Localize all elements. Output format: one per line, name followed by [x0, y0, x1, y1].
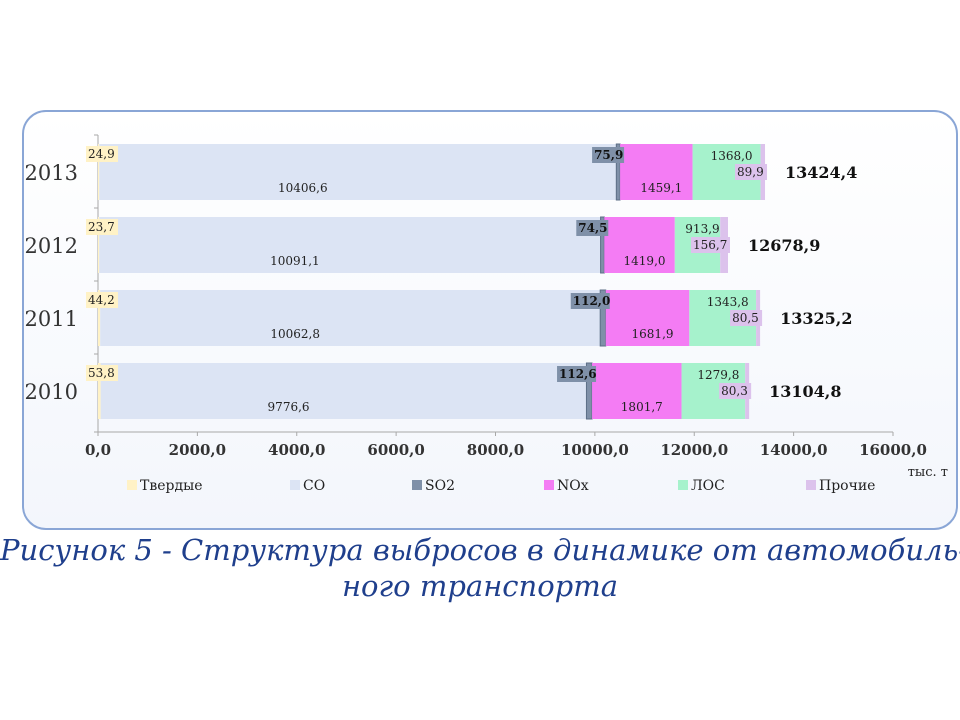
- bar-segment-co: [99, 217, 601, 273]
- data-label-bg: [576, 220, 609, 236]
- data-label-los: 1368,0: [711, 149, 753, 163]
- x-tick-label: 8000,0: [467, 441, 524, 459]
- bar-segment-твердые: [98, 144, 100, 200]
- data-label-bg: [86, 219, 118, 235]
- legend-swatch: [290, 480, 300, 490]
- bar-segment-nox: [605, 290, 690, 346]
- data-label-tverdye: 23,7: [88, 220, 115, 234]
- bar-segment-nox: [592, 363, 682, 419]
- caption-line-1: Рисунок 5 - Структура выбросов в динамик…: [0, 533, 960, 567]
- category-label: 2013: [25, 161, 78, 185]
- x-tick-label: 6000,0: [367, 441, 424, 459]
- data-label-so2: 74,5: [578, 221, 607, 235]
- bar-segment-co: [99, 144, 617, 200]
- total-label: 13325,2: [780, 309, 852, 328]
- data-label-nox: 1681,9: [632, 327, 674, 341]
- data-label-tverdye: 44,2: [88, 293, 115, 307]
- data-label-bg: [730, 310, 763, 326]
- legend-label: Прочие: [819, 478, 875, 494]
- data-label-co: 10406,6: [278, 181, 328, 195]
- data-label-bg: [86, 292, 118, 308]
- data-label-los: 913,9: [685, 222, 719, 236]
- x-tick-label: 14000,0: [760, 441, 828, 459]
- data-label-prochie: 80,5: [732, 311, 759, 325]
- total-label: 12678,9: [748, 236, 820, 255]
- data-label-so2: 75,9: [594, 148, 623, 162]
- total-label: 13104,8: [769, 382, 841, 401]
- legend-label: Твердые: [140, 478, 203, 494]
- data-label-los: 1279,8: [697, 368, 739, 382]
- data-label-prochie: 89,9: [737, 165, 764, 179]
- data-label-bg: [570, 293, 610, 309]
- data-label-nox: 1459,1: [640, 181, 682, 195]
- legend-swatch: [806, 480, 816, 490]
- data-label-bg: [592, 147, 625, 163]
- data-label-so2: 112,0: [573, 294, 611, 308]
- bar-segment-твердые: [98, 217, 100, 273]
- data-label-prochie: 156,7: [693, 238, 727, 252]
- legend-swatch: [544, 480, 554, 490]
- data-label-bg: [86, 365, 118, 381]
- bar-segment-nox: [604, 217, 675, 273]
- legend-swatch: [412, 480, 422, 490]
- x-tick-label: 0,0: [85, 441, 111, 459]
- data-label-tverdye: 24,9: [88, 147, 115, 161]
- x-tick-label: 16000,0: [859, 441, 927, 459]
- bar-segment-твердые: [98, 363, 101, 419]
- data-label-bg: [557, 366, 597, 382]
- data-label-bg: [86, 146, 118, 162]
- data-label-prochie: 80,3: [721, 384, 748, 398]
- legend-swatch: [127, 480, 137, 490]
- data-label-co: 9776,6: [268, 400, 310, 414]
- data-label-nox: 1419,0: [624, 254, 666, 268]
- bar-segment-co: [100, 290, 601, 346]
- data-label-nox: 1801,7: [621, 400, 663, 414]
- x-tick-label: 2000,0: [169, 441, 226, 459]
- x-tick-label: 10000,0: [561, 441, 629, 459]
- caption-line-2: ного транспорта: [341, 569, 619, 603]
- legend-label: ЛОС: [691, 478, 725, 494]
- legend-label: CO: [303, 478, 325, 494]
- bar-segment-твердые: [98, 290, 101, 346]
- x-tick-label: 4000,0: [268, 441, 325, 459]
- data-label-tverdye: 53,8: [88, 366, 115, 380]
- category-label: 2012: [25, 234, 78, 258]
- x-axis-unit: тыс. т: [908, 465, 948, 480]
- data-label-bg: [719, 383, 752, 399]
- legend-label: NOx: [557, 478, 589, 494]
- data-label-bg: [735, 164, 768, 180]
- category-label: 2011: [25, 307, 78, 331]
- bar-segment-co: [100, 363, 587, 419]
- x-tick-label: 12000,0: [660, 441, 728, 459]
- data-label-bg: [690, 237, 730, 253]
- figure-caption: Рисунок 5 - Структура выбросов в динамик…: [0, 532, 960, 604]
- legend-label: SO2: [425, 478, 455, 494]
- legend-swatch: [678, 480, 688, 490]
- category-label: 2010: [25, 380, 78, 404]
- data-label-los: 1343,8: [707, 295, 749, 309]
- data-label-co: 10091,1: [270, 254, 320, 268]
- bar-segment-nox: [620, 144, 693, 200]
- data-label-so2: 112,6: [559, 367, 597, 381]
- total-label: 13424,4: [785, 163, 857, 182]
- data-label-co: 10062,8: [270, 327, 320, 341]
